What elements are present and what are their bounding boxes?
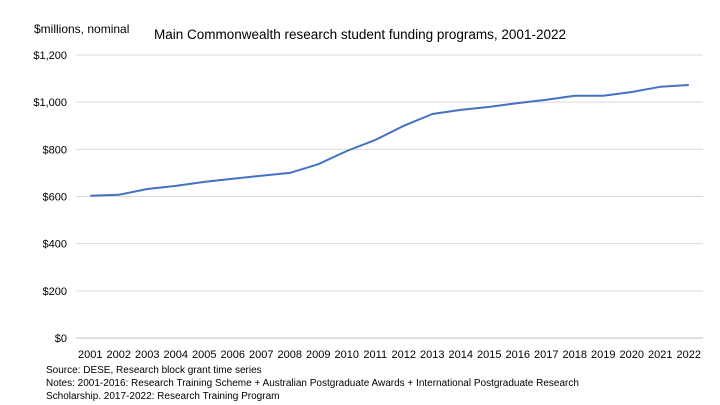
x-tick-label: 2020 [620,349,644,361]
x-tick-label: 2016 [506,349,530,361]
x-tick-label: 2014 [449,349,473,361]
x-tick-label: 2009 [306,349,330,361]
y-tick-label: $400 [43,239,67,251]
x-tick-label: 2011 [363,349,387,361]
x-tick-label: 2005 [192,349,216,361]
y-axis-unit-label: $millions, nominal [34,22,130,36]
notes-line-2: Scholarship. 2017-2022: Research Trainin… [46,391,280,402]
x-tick-label: 2008 [278,349,302,361]
x-tick-label: 2002 [107,349,131,361]
x-tick-label: 2007 [249,349,273,361]
series-line-0 [90,84,689,197]
x-tick-label: 2006 [221,349,245,361]
x-tick-label: 2021 [648,349,672,361]
x-tick-label: 2019 [591,349,615,361]
gridlines [76,54,703,339]
x-tick-label: 2003 [135,349,159,361]
y-tick-label: $600 [43,192,67,204]
x-tick-label: 2001 [78,349,102,361]
chart-title: Main Commonwealth research student fundi… [154,27,566,42]
x-tick-label: 2004 [164,349,188,361]
y-tick-label: $0 [55,333,67,345]
x-tick-label: 2018 [563,349,587,361]
x-tick-label: 2010 [335,349,359,361]
y-tick-label: $1,200 [33,50,67,62]
chart-notes: Source: DESE, Research block grant time … [46,364,686,403]
x-tick-label: 2013 [420,349,444,361]
x-axis-ticks: 2001 2002 2003 2004 2005 2006 2007 2008 2009 2010… [78,349,701,361]
x-tick-label: 2017 [534,349,558,361]
y-tick-label: $200 [43,286,67,298]
x-tick-label: 2015 [477,349,501,361]
y-tick-label: $1,000 [33,97,67,109]
source-note: Source: DESE, Research block grant time … [46,365,262,376]
y-axis-ticks: $0 $200 $400 $600 $800 $1,000 $1,200 [33,50,67,345]
x-tick-label: 2012 [392,349,416,361]
y-tick-label: $800 [43,144,67,156]
x-tick-label: 2022 [677,349,701,361]
notes-line-1: Notes: 2001-2016: Research Training Sche… [46,378,579,389]
series-lines [90,84,689,197]
